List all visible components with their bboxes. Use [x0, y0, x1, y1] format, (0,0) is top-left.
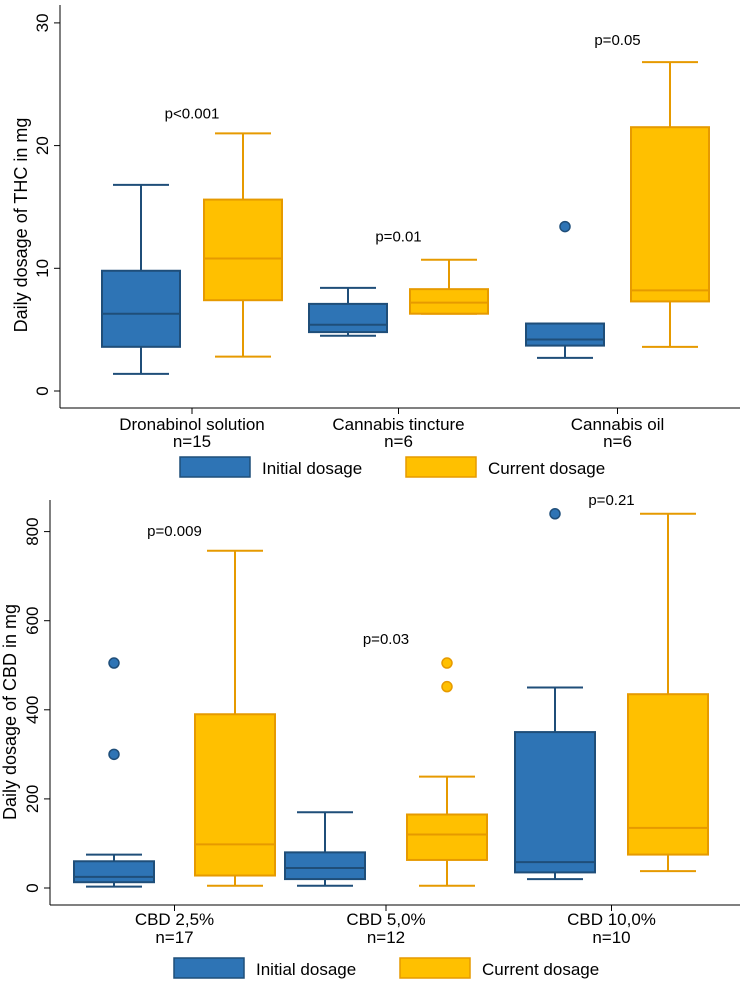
- category-n-label: n=12: [367, 928, 405, 947]
- y-tick-label: 10: [33, 259, 52, 278]
- cbd-annotations: p=0.009 p=0.03 p=0.21: [147, 492, 634, 648]
- iqr-box: [406, 813, 488, 861]
- category-n-label: n=15: [173, 432, 211, 451]
- legend-swatch-current: [405, 456, 477, 478]
- y-tick-label: 200: [23, 785, 42, 813]
- y-tick-label: 30: [33, 13, 52, 32]
- category-n-label: n=6: [603, 432, 632, 451]
- iqr-box: [308, 302, 388, 334]
- box-initial: [525, 220, 605, 359]
- y-tick-label: 800: [23, 517, 42, 545]
- outlier-point: [108, 657, 120, 669]
- p-value-label: p=0.009: [147, 523, 202, 540]
- category-n-label: n=17: [155, 928, 193, 947]
- iqr-box: [630, 126, 710, 303]
- p-value-label: p<0.001: [165, 106, 220, 123]
- outlier-point: [441, 680, 453, 693]
- legend-swatch-initial: [179, 456, 251, 478]
- box-current: [627, 512, 709, 873]
- outlier-point: [559, 220, 571, 233]
- box-current: [406, 657, 488, 887]
- outlier-point: [549, 508, 561, 520]
- thc-x-axis-labels: Dronabinol solution n=15 Cannabis tinctu…: [119, 415, 664, 451]
- box-initial: [73, 657, 155, 888]
- legend-label-initial: Initial dosage: [256, 960, 356, 979]
- category-label: Dronabinol solution: [119, 415, 265, 434]
- iqr-box: [514, 731, 596, 874]
- box-initial: [514, 508, 596, 881]
- iqr-box: [409, 288, 489, 315]
- p-value-label: p=0.21: [588, 492, 634, 509]
- iqr-box: [73, 860, 155, 884]
- thc-legend: Initial dosage Current dosage: [179, 456, 605, 478]
- thc-panel: 0 10 20 30 Daily dosage of THC in mg p<0.00…: [11, 5, 740, 478]
- outlier-point: [441, 657, 453, 669]
- category-label: CBD 10,0%: [567, 910, 656, 929]
- legend-swatch-initial: [173, 957, 245, 979]
- thc-annotations: p<0.001 p=0.01 p=0.05: [165, 32, 641, 245]
- iqr-box: [101, 269, 181, 348]
- box-current: [630, 61, 710, 348]
- iqr-box: [627, 693, 709, 856]
- category-label: Cannabis oil: [571, 415, 665, 434]
- box-initial: [284, 811, 366, 887]
- y-tick-label: 0: [23, 883, 42, 892]
- iqr-box: [194, 713, 276, 877]
- p-value-label: p=0.03: [363, 631, 409, 648]
- box-initial: [308, 286, 388, 337]
- box-current: [203, 132, 283, 358]
- p-value-label: p=0.01: [375, 228, 421, 245]
- iqr-box: [203, 198, 283, 302]
- thc-y-axis-label: Daily dosage of THC in mg: [11, 118, 31, 333]
- box-current: [194, 549, 276, 887]
- cbd-legend: Initial dosage Current dosage: [173, 957, 599, 979]
- thc-boxes: [101, 61, 710, 375]
- cbd-y-axis: 0 200 400 600 800: [23, 500, 740, 911]
- legend-label-initial: Initial dosage: [262, 459, 362, 478]
- iqr-box: [284, 851, 366, 881]
- iqr-box: [525, 322, 605, 347]
- y-tick-label: 600: [23, 607, 42, 635]
- thc-y-axis: 0 10 20 30: [33, 5, 740, 414]
- category-n-label: n=6: [384, 432, 413, 451]
- legend-swatch-current: [399, 957, 471, 979]
- category-n-label: n=10: [592, 928, 630, 947]
- legend-label-current: Current dosage: [488, 459, 605, 478]
- box-initial: [101, 183, 181, 375]
- y-tick-label: 20: [33, 136, 52, 155]
- cbd-y-axis-label: Daily dosage of CBD in mg: [0, 604, 20, 820]
- p-value-label: p=0.05: [594, 32, 640, 49]
- category-label: CBD 2,5%: [135, 910, 214, 929]
- box-current: [409, 258, 489, 315]
- category-label: CBD 5,0%: [346, 910, 425, 929]
- outlier-point: [108, 748, 120, 761]
- category-label: Cannabis tincture: [332, 415, 464, 434]
- cbd-x-axis-labels: CBD 2,5% n=17 CBD 5,0% n=12 CBD 10,0% n=…: [135, 910, 656, 947]
- cbd-boxes: [73, 508, 709, 888]
- legend-label-current: Current dosage: [482, 960, 599, 979]
- y-tick-label: 0: [33, 386, 52, 395]
- y-tick-label: 400: [23, 696, 42, 724]
